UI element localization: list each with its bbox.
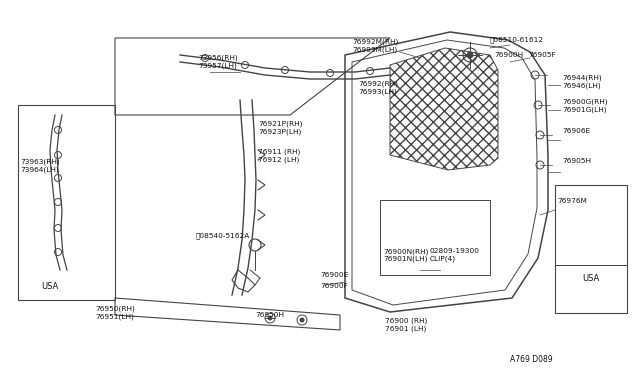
Text: 76976M: 76976M (557, 198, 587, 204)
Circle shape (467, 52, 473, 58)
Text: 73963(RH)
73964(LH): 73963(RH) 73964(LH) (20, 158, 60, 173)
Text: 76950(RH)
76951(LH): 76950(RH) 76951(LH) (95, 305, 135, 320)
Text: 76950H: 76950H (255, 312, 284, 318)
Text: 76900E: 76900E (320, 272, 348, 278)
Text: 76905H: 76905H (562, 158, 591, 164)
Bar (380, 200, 490, 275)
Text: 76944(RH)
76946(LH): 76944(RH) 76946(LH) (562, 74, 602, 89)
Bar (555, 185, 627, 313)
Circle shape (268, 316, 272, 320)
Text: A769 D089: A769 D089 (510, 355, 552, 364)
Text: 76900H: 76900H (494, 52, 523, 58)
Text: 76992M(RH)
76993M(LH): 76992M(RH) 76993M(LH) (352, 38, 398, 52)
Text: USA: USA (42, 282, 59, 291)
Text: Ⓝ08510-61612: Ⓝ08510-61612 (490, 36, 544, 43)
Text: 73956(RH)
73957(LH): 73956(RH) 73957(LH) (198, 54, 237, 68)
Bar (18, 105, 115, 300)
Text: 76906E: 76906E (562, 128, 590, 134)
Text: 76900 (RH)
76901 (LH): 76900 (RH) 76901 (LH) (385, 318, 428, 333)
Text: USA: USA (582, 274, 600, 283)
Circle shape (300, 318, 304, 322)
Text: 76905F: 76905F (528, 52, 556, 58)
Text: 76911 (RH)
76912 (LH): 76911 (RH) 76912 (LH) (258, 148, 300, 163)
Text: 76900F: 76900F (320, 283, 348, 289)
Text: 02809-19300
CLIP(4): 02809-19300 CLIP(4) (430, 248, 480, 262)
Text: 76900G(RH)
76901G(LH): 76900G(RH) 76901G(LH) (562, 98, 607, 112)
Text: 76992(RH)
76993(LH): 76992(RH) 76993(LH) (358, 80, 398, 94)
Text: 76921P(RH)
76923P(LH): 76921P(RH) 76923P(LH) (258, 120, 303, 135)
Text: 76900N(RH)
76901N(LH): 76900N(RH) 76901N(LH) (383, 248, 429, 263)
Text: Ⓝ08540-5162A: Ⓝ08540-5162A (196, 232, 250, 238)
